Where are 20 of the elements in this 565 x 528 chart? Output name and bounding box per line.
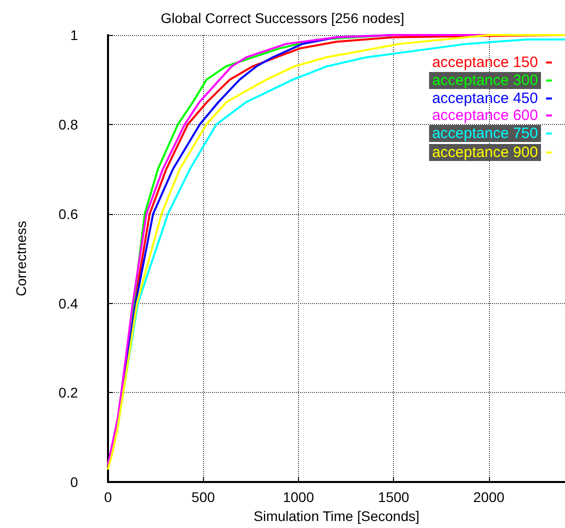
legend-label: acceptance 750 bbox=[432, 125, 538, 142]
y-tick-label: 0 bbox=[70, 474, 78, 490]
x-axis-title: Simulation Time [Seconds] bbox=[254, 508, 420, 524]
x-tick-label: 1500 bbox=[378, 489, 410, 506]
legend-label: acceptance 450 bbox=[432, 90, 538, 107]
x-tick-label: 2000 bbox=[473, 489, 505, 506]
y-tick-label: 0.2 bbox=[58, 384, 78, 401]
legend-label: acceptance 300 bbox=[432, 72, 538, 89]
x-tick-label: 0 bbox=[104, 489, 112, 506]
y-tick-label: 0.8 bbox=[58, 116, 78, 132]
chart-title: Global Correct Successors [256 nodes] bbox=[160, 10, 404, 26]
legend-label: acceptance 600 bbox=[432, 107, 538, 124]
y-axis-title: Correctness bbox=[13, 220, 29, 296]
legend-label: acceptance 900 bbox=[432, 144, 538, 161]
x-tick-label: 500 bbox=[192, 489, 216, 506]
x-tick-label: 1000 bbox=[282, 489, 314, 506]
y-tick-label: 1 bbox=[70, 27, 78, 43]
y-tick-label: 0.6 bbox=[58, 206, 78, 222]
legend-label: acceptance 150 bbox=[432, 54, 538, 71]
y-tick-label: 0.4 bbox=[58, 295, 78, 312]
